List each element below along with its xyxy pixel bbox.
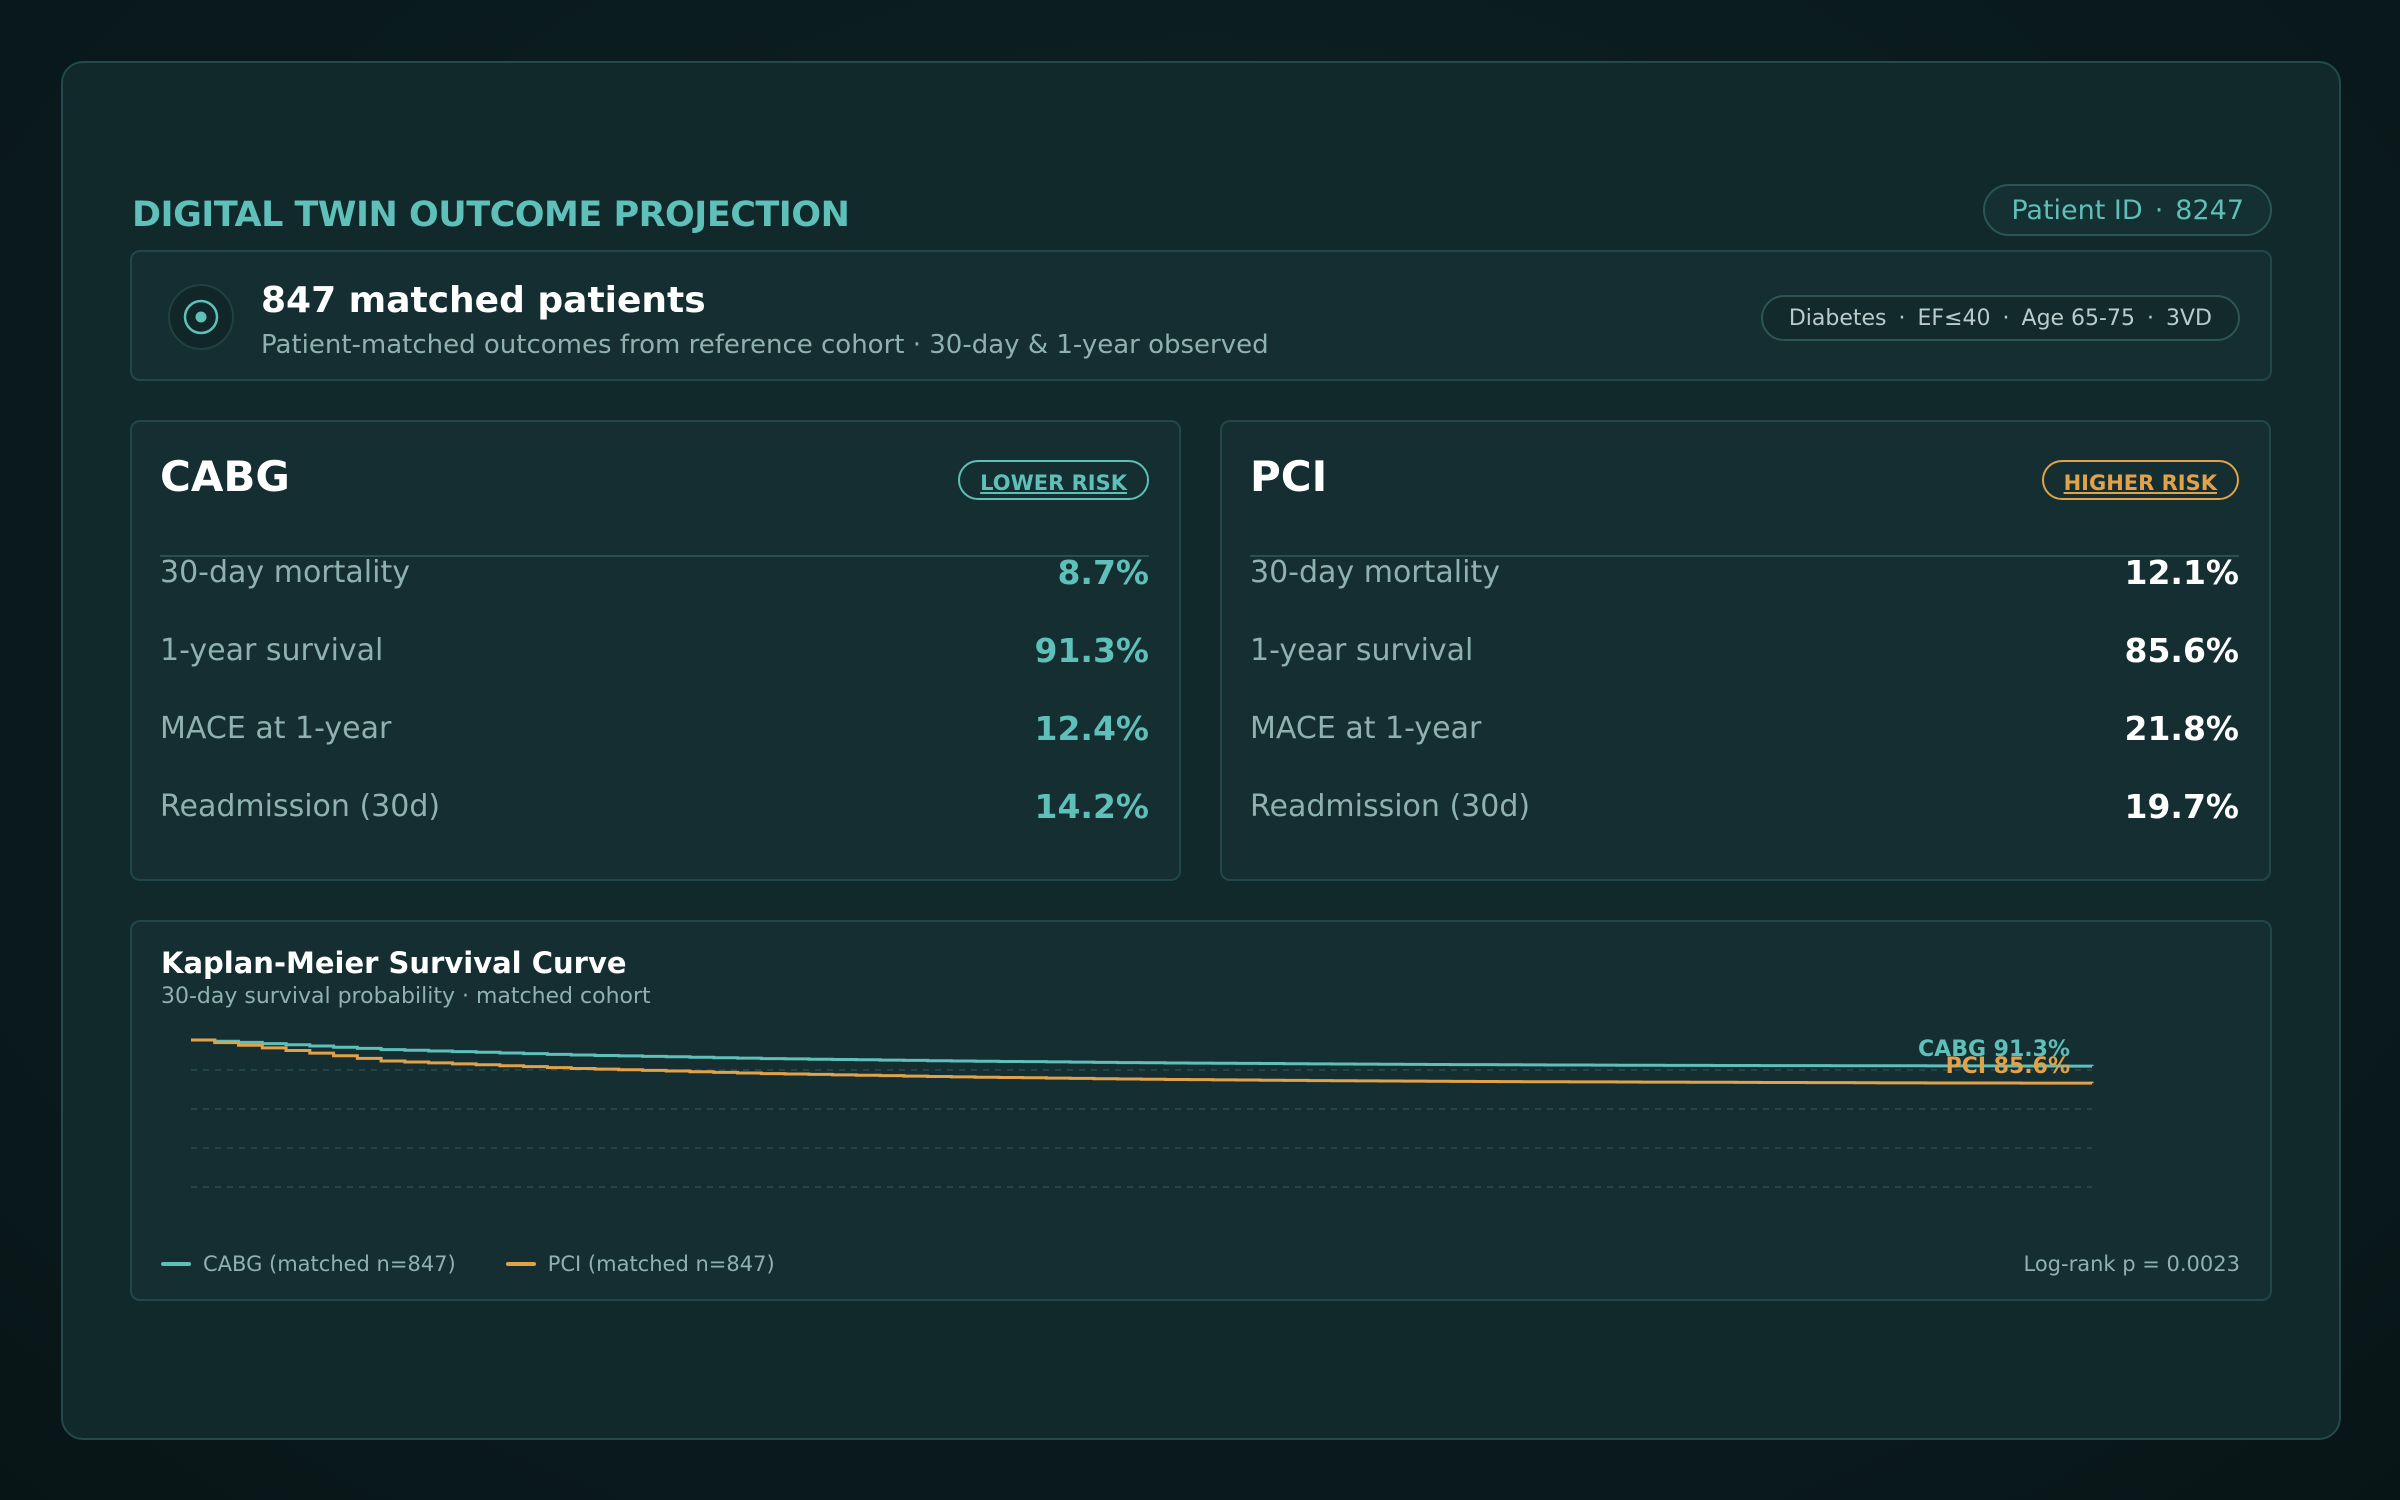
tag-age: Age 65-75: [2021, 305, 2135, 331]
metric-row: Readmission (30d) 14.2%: [160, 776, 1149, 836]
card-header: PCI HIGHER RISK: [1250, 452, 2239, 557]
cohort-summary: 847 matched patients Patient-matched out…: [130, 250, 2272, 381]
pci-survival-line: [191, 1038, 2094, 1085]
patient-id-value: 8247: [2175, 194, 2244, 226]
metric-row: 1-year survival 85.6%: [1250, 620, 2239, 680]
cohort-title: 847 matched patients: [261, 280, 706, 321]
cabg-end-label: CABG 91.3%: [1918, 1037, 2070, 1062]
risk-badge-higher: HIGHER RISK: [2041, 460, 2239, 500]
page-title: DIGITAL TWIN OUTCOME PROJECTION: [132, 195, 850, 235]
metric-row: Readmission (30d) 19.7%: [1250, 776, 2239, 836]
legend-item-pci: PCI (matched n=847): [505, 1252, 775, 1276]
separator-dot: ·: [2147, 305, 2154, 331]
legend-swatch: [161, 1262, 191, 1266]
tag-diabetes: Diabetes: [1788, 305, 1887, 331]
metric-label: Readmission (30d): [1250, 788, 1531, 824]
chart-legend: CABG (matched n=847) PCI (matched n=847): [161, 1252, 775, 1276]
cohort-subtitle: Patient-matched outcomes from reference …: [261, 330, 1269, 360]
metric-value: 12.1%: [2124, 552, 2240, 592]
cohort-criteria-tags: Diabetes · EF≤40 · Age 65-75 · 3VD: [1760, 295, 2240, 341]
metric-row: 30-day mortality 12.1%: [1250, 542, 2239, 602]
cabg-survival-line: [191, 1038, 2094, 1068]
metric-label: MACE at 1-year: [160, 710, 392, 746]
pci-outcome-card: PCI HIGHER RISK 30-day mortality 12.1% 1…: [1220, 420, 2271, 881]
legend-label: CABG (matched n=847): [203, 1252, 456, 1276]
metric-value: 21.8%: [2124, 708, 2240, 748]
metric-value: 91.3%: [1034, 630, 1150, 670]
cabg-outcome-card: CABG LOWER RISK 30-day mortality 8.7% 1-…: [130, 420, 1181, 881]
card-header: CABG LOWER RISK: [160, 452, 1149, 557]
metric-row: MACE at 1-year 12.4%: [160, 698, 1149, 758]
tag-vessel: 3VD: [2166, 305, 2212, 331]
metric-value: 19.7%: [2124, 786, 2240, 826]
patient-id-label: Patient ID: [2011, 194, 2143, 226]
chart-subtitle: 30-day survival probability · matched co…: [161, 984, 651, 1009]
survival-chart: CABG 91.3%PCI 85.6%: [191, 1037, 2094, 1188]
metric-label: 30-day mortality: [160, 554, 410, 590]
metric-label: 1-year survival: [160, 632, 384, 668]
metric-value: 8.7%: [1057, 552, 1149, 592]
separator-dot: ·: [2002, 305, 2010, 331]
chart-title: Kaplan-Meier Survival Curve: [161, 946, 627, 980]
page-header: DIGITAL TWIN OUTCOME PROJECTION Patient …: [132, 123, 2272, 264]
target-icon: [168, 284, 234, 350]
metric-value: 12.4%: [1034, 708, 1150, 748]
risk-badge-lower: LOWER RISK: [958, 460, 1149, 500]
card-title: CABG: [160, 452, 290, 501]
survival-chart-card: Kaplan-Meier Survival Curve 30-day survi…: [130, 920, 2272, 1301]
metric-label: 30-day mortality: [1250, 554, 1500, 590]
metric-row: MACE at 1-year 21.8%: [1250, 698, 2239, 758]
metric-row: 1-year survival 91.3%: [160, 620, 1149, 680]
separator-dot: ·: [2154, 194, 2164, 226]
tag-ef: EF≤40: [1917, 305, 1991, 331]
separator-dot: ·: [1898, 305, 1906, 331]
metric-row: 30-day mortality 8.7%: [160, 542, 1149, 602]
legend-item-cabg: CABG (matched n=847): [161, 1252, 456, 1276]
legend-swatch: [505, 1262, 536, 1266]
metric-value: 85.6%: [2124, 630, 2240, 670]
legend-label: PCI (matched n=847): [547, 1252, 775, 1276]
metric-label: MACE at 1-year: [1250, 710, 1482, 746]
metric-label: Readmission (30d): [160, 788, 441, 824]
log-rank-pvalue: Log-rank p = 0.0023: [2023, 1252, 2241, 1276]
patient-id-badge: Patient ID · 8247: [1983, 184, 2272, 236]
metric-label: 1-year survival: [1250, 632, 1474, 668]
card-title: PCI: [1250, 452, 1328, 501]
pci-end-label: PCI 85.6%: [1946, 1054, 2070, 1079]
metric-value: 14.2%: [1034, 786, 1150, 826]
